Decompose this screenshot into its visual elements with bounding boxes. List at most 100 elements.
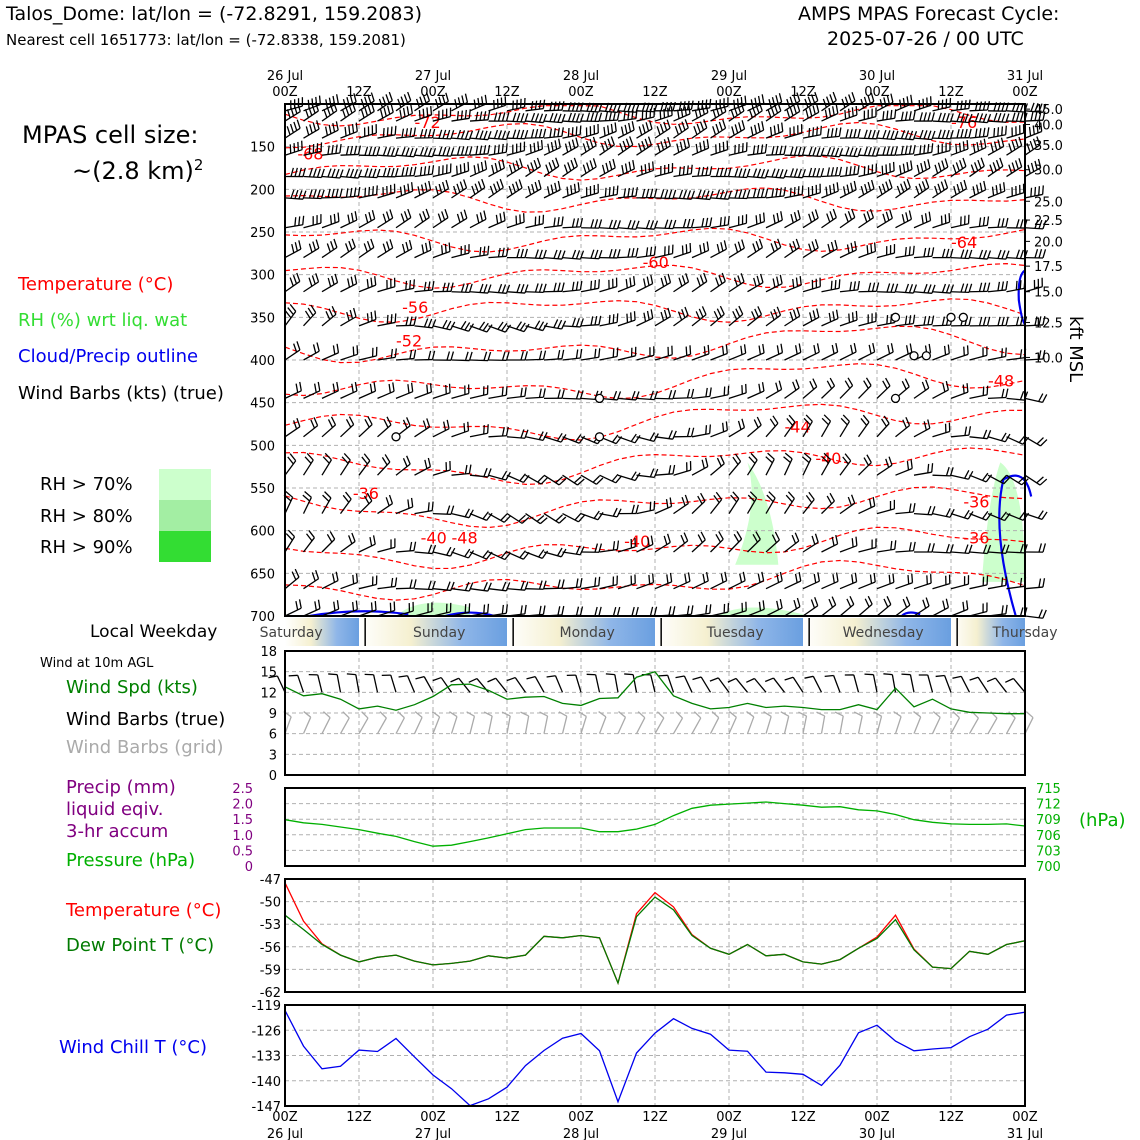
- wind-barb: [321, 273, 339, 293]
- calm-circle: [909, 351, 919, 361]
- wind-barb-shaft: [469, 393, 488, 400]
- height-tick-label: 25.0: [1034, 195, 1063, 210]
- wind-barb-feather: [756, 144, 760, 155]
- wind-barb-shaft: [414, 173, 433, 178]
- wind-barb-feather: [364, 168, 369, 178]
- wind-barb-shaft: [525, 165, 541, 178]
- wind-barb-feather: [719, 189, 725, 199]
- wind-barb-shaft: [284, 149, 303, 156]
- wind-barb: [599, 313, 619, 327]
- wind-barb-feather: [959, 159, 964, 169]
- wind-barb-feather: [444, 208, 449, 218]
- wind-barb: [636, 346, 655, 361]
- wind-barb-feather: [748, 456, 756, 464]
- wind-barb: [321, 305, 337, 327]
- wind-barb-feather: [413, 127, 417, 137]
- wind-barb-feather: [621, 165, 625, 175]
- wind-barb-shaft: [450, 716, 458, 734]
- wind-barb-feather: [752, 145, 756, 155]
- wind-barb-shaft: [562, 145, 579, 156]
- wind-barb-shaft: [432, 551, 451, 557]
- wind-barb-feather: [345, 106, 350, 116]
- wind-barb-feather: [719, 455, 725, 464]
- wind-barb: [432, 351, 455, 361]
- legend-rh: RH (%) wrt liq. wat: [18, 310, 188, 331]
- wind-barb-feather: [668, 465, 672, 475]
- wind-barb-feather: [816, 711, 825, 717]
- wind-barb-feather: [335, 571, 339, 581]
- wind-barb-feather: [363, 495, 370, 505]
- wind-barb-feather: [904, 246, 907, 257]
- wind-barb: [525, 128, 547, 139]
- wind-barb: [987, 316, 1009, 327]
- wind-barb: [821, 534, 839, 553]
- wind-barb-shaft: [303, 390, 321, 399]
- wind-barb-shaft: [1006, 132, 1024, 139]
- wind-barb: [599, 185, 619, 199]
- wind-barb-shaft: [691, 580, 709, 590]
- wind-barb-feather: [570, 159, 575, 169]
- wind-barb-shaft: [432, 116, 451, 122]
- wind-barb-shaft: [543, 358, 563, 361]
- bottom-time-label: 12Z: [346, 1110, 372, 1125]
- wind-barb-feather: [323, 108, 328, 118]
- wind-barb-feather: [779, 571, 783, 581]
- wind-barb-shaft: [783, 498, 795, 514]
- wind-barb-feather: [949, 113, 954, 123]
- wind-barb-feather: [425, 242, 428, 252]
- wind-barb-shaft: [377, 321, 396, 327]
- wind-barb-shaft: [636, 509, 655, 515]
- wind-barb-feather: [709, 166, 713, 176]
- wind-barb-shaft: [414, 114, 432, 122]
- wind-barb-feather: [505, 112, 510, 122]
- wind-barb: [710, 344, 728, 361]
- wind-barb-feather: [842, 186, 847, 196]
- wind-barb: [558, 711, 568, 734]
- wind-barb-feather: [705, 190, 710, 200]
- wind-barb-feather: [438, 146, 443, 156]
- wind-barb: [1006, 183, 1025, 199]
- wind-barb-feather: [446, 320, 452, 330]
- wind-barb-shaft: [710, 248, 727, 259]
- wind-barb-shaft: [636, 397, 655, 401]
- wind-barb-shaft: [525, 325, 544, 332]
- weekday-label: Wednesday: [843, 625, 924, 641]
- wind-barb-feather: [941, 112, 946, 122]
- legend-cloud: Cloud/Precip outline: [18, 346, 199, 367]
- wind-barb-feather: [308, 189, 313, 199]
- wind-barb-feather: [923, 283, 928, 293]
- wind-barb-shaft: [987, 134, 1006, 139]
- wind-barb-feather: [288, 674, 298, 677]
- wind-barb-feather: [409, 147, 414, 157]
- wind-barb-feather: [786, 109, 791, 119]
- wind-barb-feather: [968, 316, 972, 326]
- pressure-line: [284, 801, 1026, 847]
- wind-barb-feather: [431, 501, 434, 511]
- wind-barb-feather: [683, 139, 687, 149]
- wind-barb-feather: [828, 312, 832, 322]
- wind-barb: [358, 146, 381, 157]
- wind-barb-shaft: [876, 187, 893, 199]
- wind-barb-feather: [995, 185, 998, 195]
- wind-barb-shaft: [414, 249, 432, 259]
- wind-barb: [858, 179, 875, 199]
- wind-barb-feather: [529, 144, 532, 154]
- wind-barb-feather: [589, 138, 594, 148]
- wind-barb-feather: [464, 464, 468, 474]
- wind-barb-feather: [637, 711, 646, 719]
- wind-barb-feather: [779, 145, 783, 155]
- wind-barb: [673, 119, 689, 139]
- wind-barb-feather: [1042, 315, 1046, 326]
- wind-barb-feather: [793, 146, 798, 156]
- wind-barb-feather: [794, 345, 798, 355]
- wind-barb-feather: [767, 452, 775, 460]
- wind-barb: [691, 103, 709, 122]
- wind-barb-shaft: [987, 256, 1006, 260]
- wind-barb-shaft: [469, 588, 488, 592]
- wind-barb-feather: [854, 572, 858, 582]
- wind-barb-feather: [727, 190, 733, 200]
- wind-barb-feather: [816, 308, 820, 318]
- wind-barb-feather: [594, 606, 598, 616]
- wind-barb-feather: [964, 470, 970, 479]
- wind-barb: [543, 180, 561, 199]
